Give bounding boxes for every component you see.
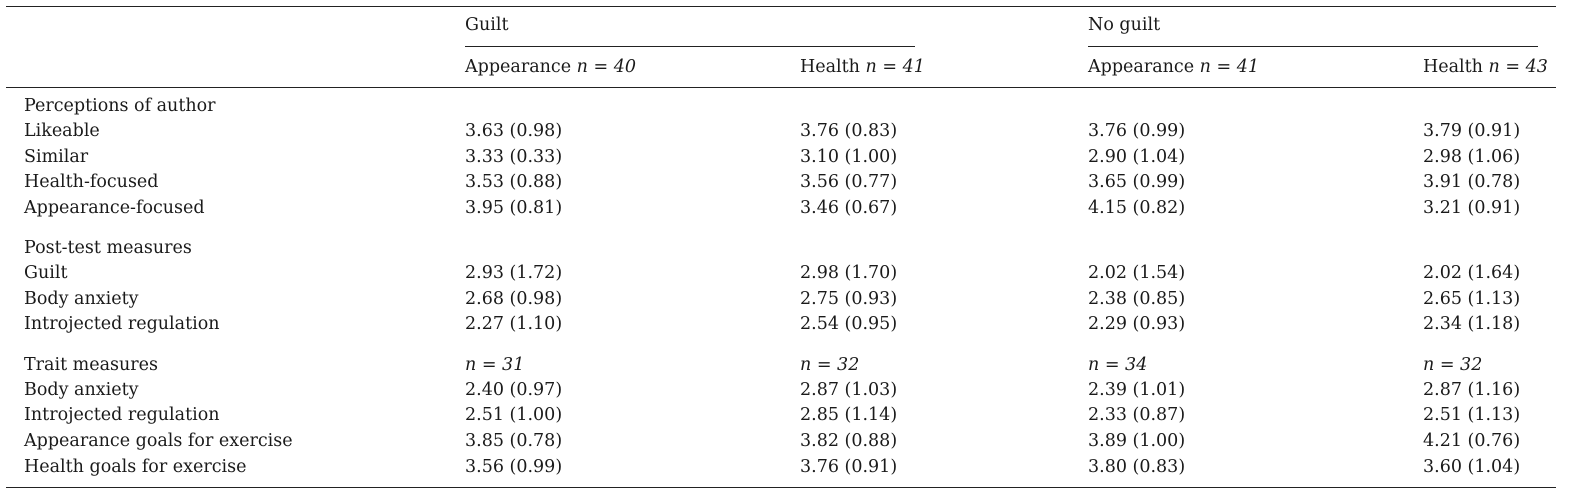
table-cell: 3.60 (1.04)	[1423, 457, 1521, 477]
table-cell: 3.91 (0.78)	[1423, 172, 1521, 192]
column-header-n: n = 40	[576, 57, 636, 77]
column-header: Appearance n = 41	[1088, 56, 1259, 78]
table-cell: 2.90 (1.04)	[1088, 147, 1186, 167]
top-rule	[6, 6, 1556, 7]
section-title: Trait measures	[24, 355, 159, 375]
column-header-label: Appearance	[1088, 57, 1195, 77]
table-cell: 4.15 (0.82)	[1088, 198, 1186, 218]
table-cell: 2.02 (1.54)	[1088, 263, 1186, 283]
table-cell: 3.79 (0.91)	[1423, 121, 1521, 141]
row-label: Similar	[24, 147, 89, 167]
section-n: n = 31	[465, 355, 525, 375]
table-cell: 2.38 (0.85)	[1088, 289, 1186, 309]
table-cell: 3.82 (0.88)	[800, 431, 898, 451]
table-cell: 2.93 (1.72)	[465, 263, 563, 283]
table-cell: 3.76 (0.83)	[800, 121, 898, 141]
no-guilt-group-rule	[1088, 46, 1538, 47]
table-cell: 2.29 (0.93)	[1088, 314, 1186, 334]
column-header: Appearance n = 40	[465, 56, 636, 78]
row-label: Health goals for exercise	[24, 457, 247, 477]
table-cell: 3.56 (0.99)	[465, 457, 563, 477]
table-cell: 2.98 (1.70)	[800, 263, 898, 283]
section-n: n = 32	[1423, 355, 1483, 375]
group-header-guilt: Guilt	[465, 15, 509, 35]
row-label: Introjected regulation	[24, 405, 220, 425]
row-label: Likeable	[24, 121, 100, 141]
section-n: n = 34	[1088, 355, 1148, 375]
table-cell: 3.76 (0.91)	[800, 457, 898, 477]
row-label: Introjected regulation	[24, 314, 220, 334]
column-header-n: n = 41	[865, 57, 925, 77]
table-cell: 3.53 (0.88)	[465, 172, 563, 192]
table-cell: 2.87 (1.03)	[800, 380, 898, 400]
table-cell: 2.27 (1.10)	[465, 314, 563, 334]
column-header-label: Health	[1423, 57, 1483, 77]
table-cell: 3.10 (1.00)	[800, 147, 898, 167]
column-header-n: n = 41	[1199, 57, 1259, 77]
table-cell: 2.75 (0.93)	[800, 289, 898, 309]
table-cell: 3.21 (0.91)	[1423, 198, 1521, 218]
table-cell: 2.87 (1.16)	[1423, 380, 1521, 400]
table-cell: 2.02 (1.64)	[1423, 263, 1521, 283]
table-cell: 2.98 (1.06)	[1423, 147, 1521, 167]
table-cell: 3.76 (0.99)	[1088, 121, 1186, 141]
row-label: Body anxiety	[24, 380, 139, 400]
table-cell: 3.56 (0.77)	[800, 172, 898, 192]
column-header-label: Appearance	[465, 57, 572, 77]
row-label: Appearance goals for exercise	[24, 431, 293, 451]
section-title: Perceptions of author	[24, 96, 216, 116]
table-cell: 2.34 (1.18)	[1423, 314, 1521, 334]
table-cell: 3.89 (1.00)	[1088, 431, 1186, 451]
column-header: Health n = 41	[800, 56, 925, 78]
table-cell: 3.46 (0.67)	[800, 198, 898, 218]
table-cell: 3.65 (0.99)	[1088, 172, 1186, 192]
row-label: Guilt	[24, 263, 68, 283]
row-label: Appearance-focused	[24, 198, 205, 218]
table-cell: 2.51 (1.13)	[1423, 405, 1521, 425]
bottom-rule	[6, 487, 1556, 488]
table-cell: 2.40 (0.97)	[465, 380, 563, 400]
section-title: Post-test measures	[24, 238, 192, 258]
table-cell: 2.54 (0.95)	[800, 314, 898, 334]
table-cell: 3.80 (0.83)	[1088, 457, 1186, 477]
table-cell: 3.63 (0.98)	[465, 121, 563, 141]
column-header-label: Health	[800, 57, 860, 77]
section-n: n = 32	[800, 355, 860, 375]
row-label: Body anxiety	[24, 289, 139, 309]
table-cell: 3.33 (0.33)	[465, 147, 563, 167]
column-header: Health n = 43	[1423, 56, 1548, 78]
table-cell: 2.65 (1.13)	[1423, 289, 1521, 309]
column-header-n: n = 43	[1488, 57, 1548, 77]
table-cell: 2.68 (0.98)	[465, 289, 563, 309]
table-cell: 2.39 (1.01)	[1088, 380, 1186, 400]
table-cell: 2.51 (1.00)	[465, 405, 563, 425]
table-cell: 2.33 (0.87)	[1088, 405, 1186, 425]
row-label: Health-focused	[24, 172, 159, 192]
group-header-no-guilt: No guilt	[1088, 15, 1161, 35]
table-cell: 3.95 (0.81)	[465, 198, 563, 218]
guilt-group-rule	[465, 46, 915, 47]
table-cell: 4.21 (0.76)	[1423, 431, 1521, 451]
table-cell: 2.85 (1.14)	[800, 405, 898, 425]
header-rule	[6, 87, 1556, 88]
table-cell: 3.85 (0.78)	[465, 431, 563, 451]
